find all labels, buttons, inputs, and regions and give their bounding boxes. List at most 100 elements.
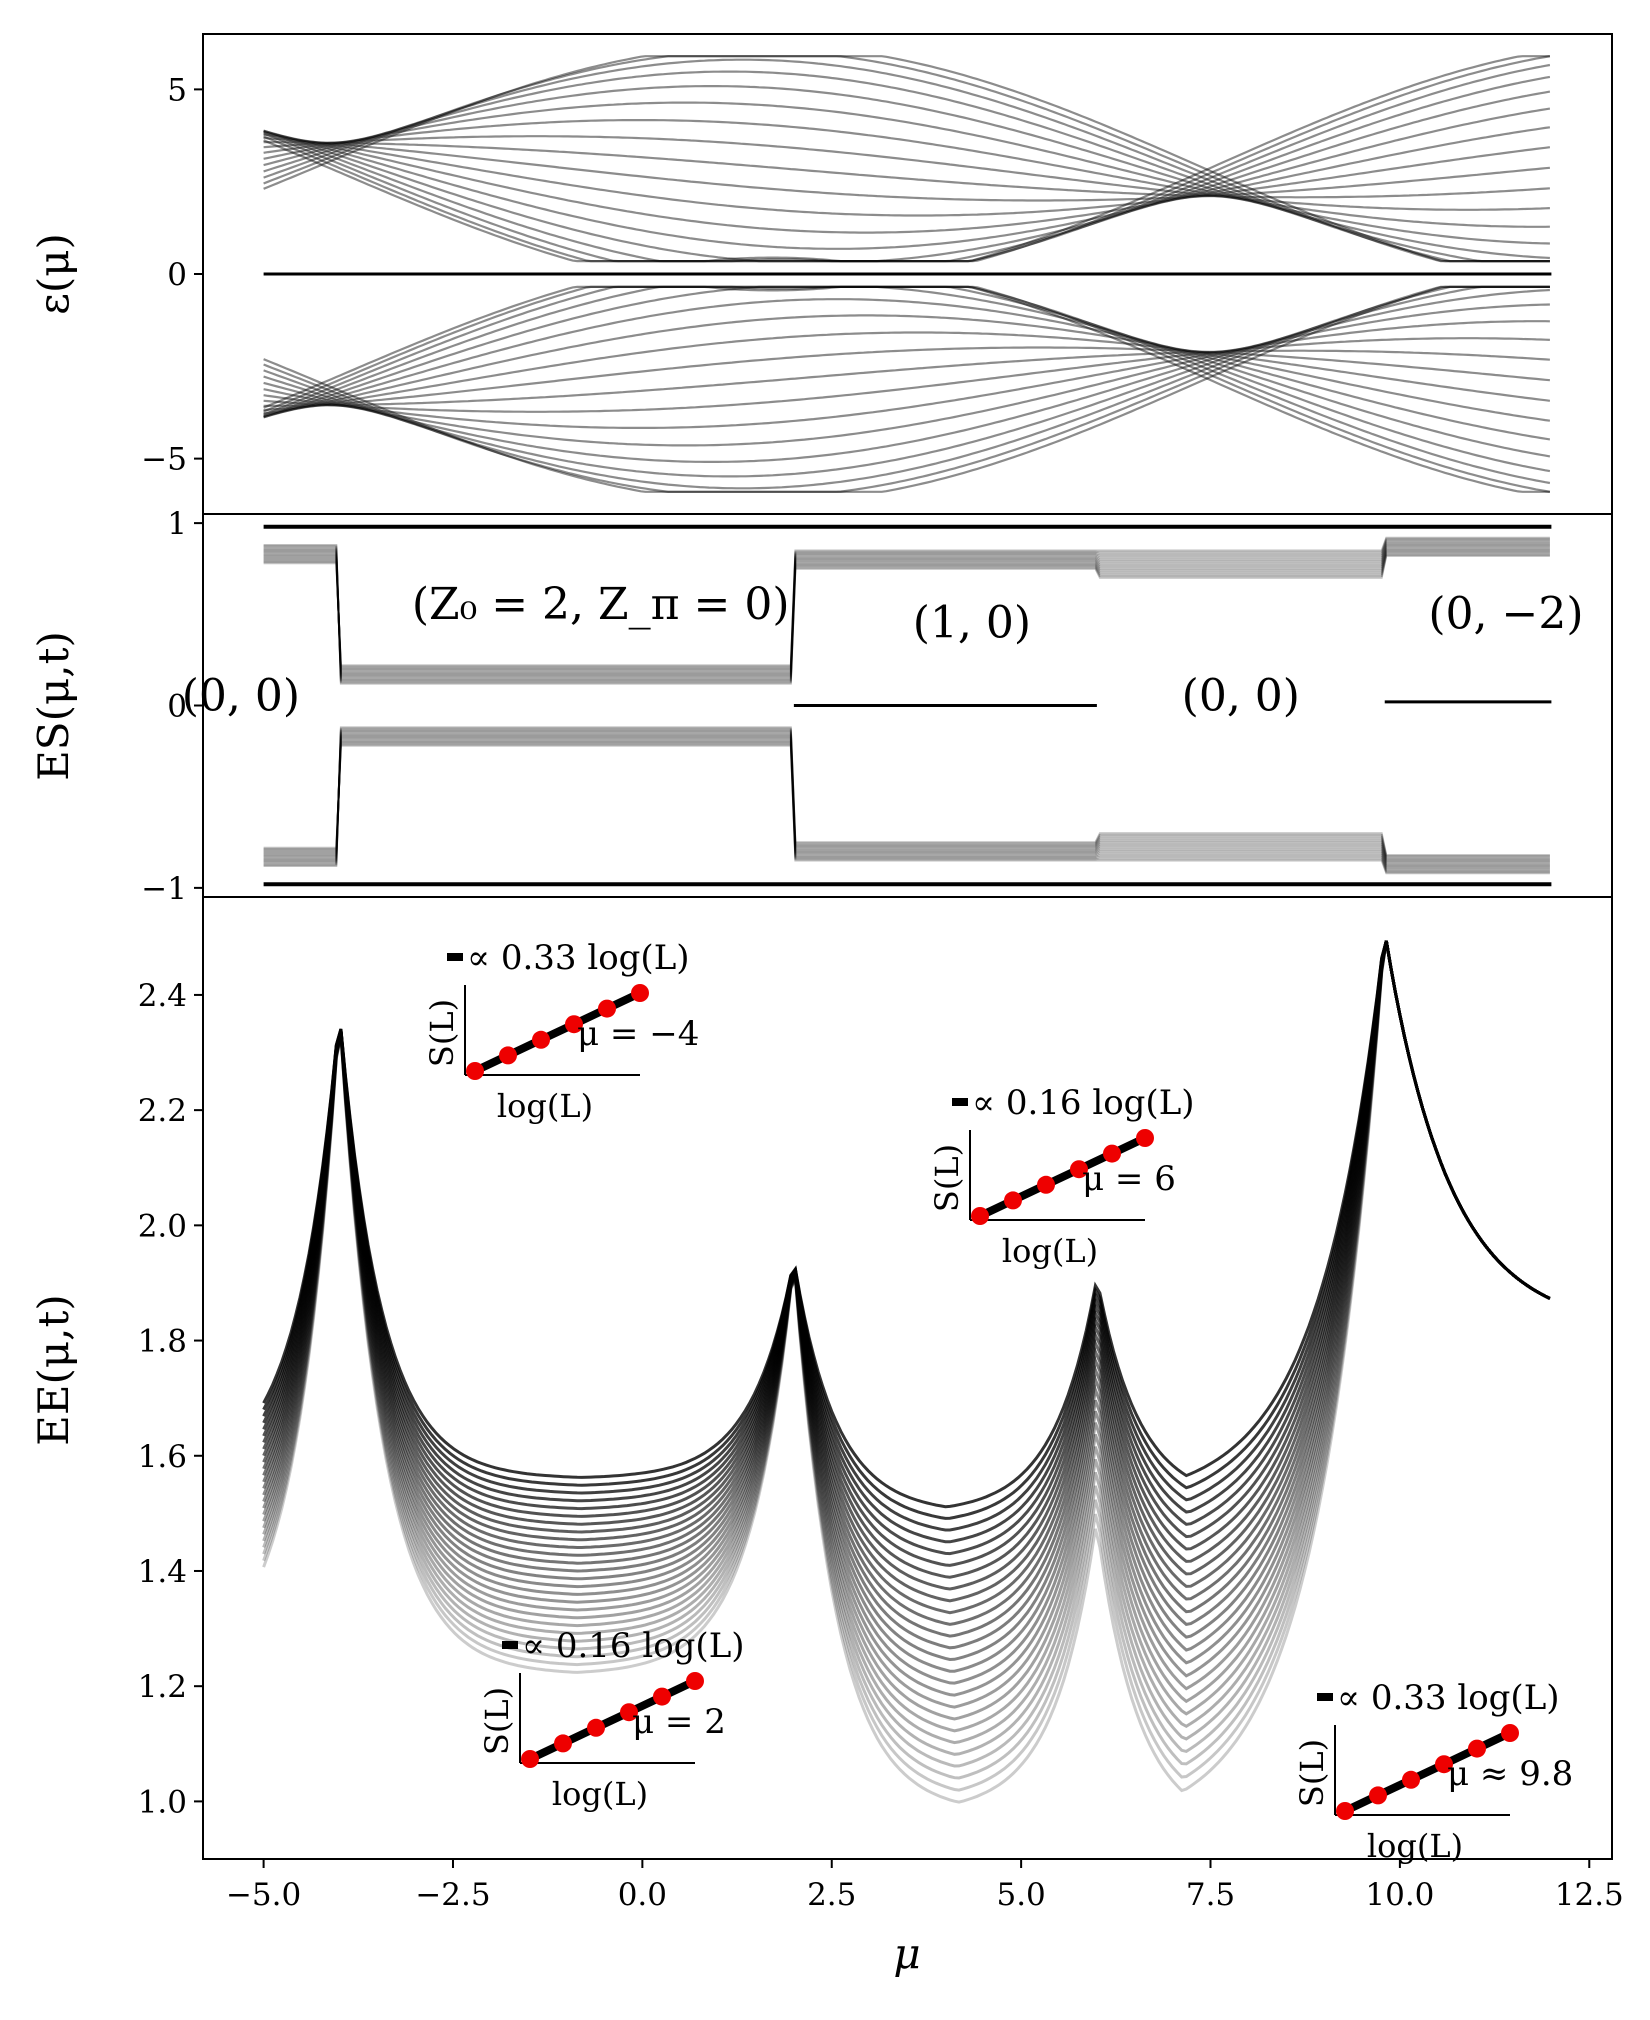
ee-y-ticks: 1.0 1.2 1.4 1.6 1.8 2.0 2.2 2.4 [138,978,203,1820]
energy-panel: 5 0 −5 ε(μ) [29,33,1613,515]
phase-label-5: (0, −2) [1428,588,1583,639]
inset-y-label: S(L) [1293,1739,1331,1807]
energy-band [263,337,1550,413]
energy-band [263,349,1550,407]
inset-data-point [1136,1129,1154,1147]
inset-data-point [587,1718,605,1737]
energy-band [263,85,1550,260]
inset-data-point [631,984,649,1002]
mu-x-tick-label-5: 7.5 [1186,1877,1235,1913]
ee-curve [262,940,1551,1520]
entanglement-spectrum-panel: 1 0 −1 ES(μ,t) (0, 0) (Z₀ = 2, Z_π = 0) (1… [29,506,1613,907]
inset-data-point [1037,1175,1055,1194]
ee-curve [262,940,1551,1650]
ee-curve [262,940,1551,1768]
ee-y-tick-label-7: 2.4 [138,978,187,1014]
es-level [263,546,1550,677]
energy-y-label: ε(μ) [29,233,78,315]
es-level [263,542,1550,673]
inset-data-point [1402,1770,1420,1789]
es-y-tick-label-0: 1 [167,506,187,542]
ee-curve [262,940,1551,1792]
scaling-inset-4: ∝ 0.33 log(L) μ ≈ 9.8 S(L) log(L) [1293,1678,1573,1865]
es-level [263,537,1550,668]
energy-band [263,346,1550,412]
energy-band [263,101,1550,245]
mu-x-ticks: −5.0 −2.5 0.0 2.5 5.0 7.5 10.0 12.5 [226,1859,1624,1913]
inset-data-point [686,1672,704,1690]
inset-data-point [1070,1160,1088,1179]
entanglement-entropy-curves [262,940,1551,1804]
es-level [263,733,1550,864]
ee-panel-frame [202,896,1613,1860]
ee-y-tick-label-3: 1.6 [138,1439,187,1475]
es-level [263,545,1550,675]
ee-curve [262,940,1551,1509]
ee-curve [262,940,1551,1709]
energy-band [263,298,1551,441]
inset-data-point [521,1750,539,1768]
energy-band [263,55,1550,263]
phase-label-2: (Z₀ = 2, Z_π = 0) [412,579,790,630]
ee-y-tick-label-0: 1.0 [138,1784,187,1820]
inset-data-point [1501,1724,1519,1742]
es-level [263,732,1550,863]
energy-y-tick-label-1: 0 [167,257,187,293]
inset-data-point [1336,1802,1354,1820]
es-level [263,730,1550,864]
energy-band [263,285,1551,485]
ee-curve [262,940,1551,1780]
inset-slope-label: ∝ 0.16 log(L) [972,1083,1195,1123]
energy-band [263,55,1550,263]
es-y-tick-label-1: 0 [167,689,187,725]
inset-mu-label: μ = 2 [632,1702,726,1742]
es-y-ticks: 1 0 −1 [141,506,203,907]
inset-data-point [598,999,616,1018]
inset-x-label: log(L) [552,1775,648,1813]
inset-x-label: log(L) [1367,1827,1463,1865]
energy-band [263,285,1550,490]
phase-label-3: (1, 0) [913,597,1031,648]
mu-x-tick-label-7: 12.5 [1555,1877,1624,1913]
legend-line-icon [1317,1693,1333,1701]
energy-band [263,314,1551,422]
energy-band [263,55,1551,263]
ee-curve [262,940,1551,1804]
energy-band [263,135,1550,211]
inset-data-point [653,1687,671,1706]
inset-data-point [565,1015,583,1034]
ee-curve [262,940,1551,1673]
energy-band [263,141,1550,199]
legend-line-icon [502,1641,518,1649]
energy-band [263,303,1550,447]
inset-y-label: S(L) [423,999,461,1067]
inset-slope-label: ∝ 0.16 log(L) [522,1626,745,1666]
inset-data-point [554,1734,572,1753]
es-level [263,545,1550,684]
energy-band [263,133,1551,217]
inset-y-label: S(L) [928,1144,966,1212]
mu-x-tick-label-6: 10.0 [1365,1877,1434,1913]
es-level [263,728,1550,865]
energy-y-tick-label-2: −5 [141,442,187,478]
energy-band [263,285,1551,493]
energy-band [263,285,1551,473]
energy-band [263,107,1551,250]
es-level [263,547,1550,678]
mu-x-tick-label-4: 5.0 [996,1877,1045,1913]
legend-line-icon [447,953,463,961]
ee-curve [262,940,1551,1697]
mu-x-label: μ [893,1929,920,1978]
energy-band [263,126,1551,234]
es-level [263,539,1550,669]
energy-band [263,331,1551,415]
energy-band [263,58,1550,263]
inset-data-point [466,1062,484,1080]
es-level [263,546,1550,683]
scaling-inset-2: ∝ 0.16 log(L) μ = 6 S(L) log(L) [928,1083,1195,1270]
energy-band [263,70,1550,263]
es-level [263,548,1550,680]
inset-x-label: log(L) [1002,1232,1098,1270]
es-level [263,548,1550,679]
